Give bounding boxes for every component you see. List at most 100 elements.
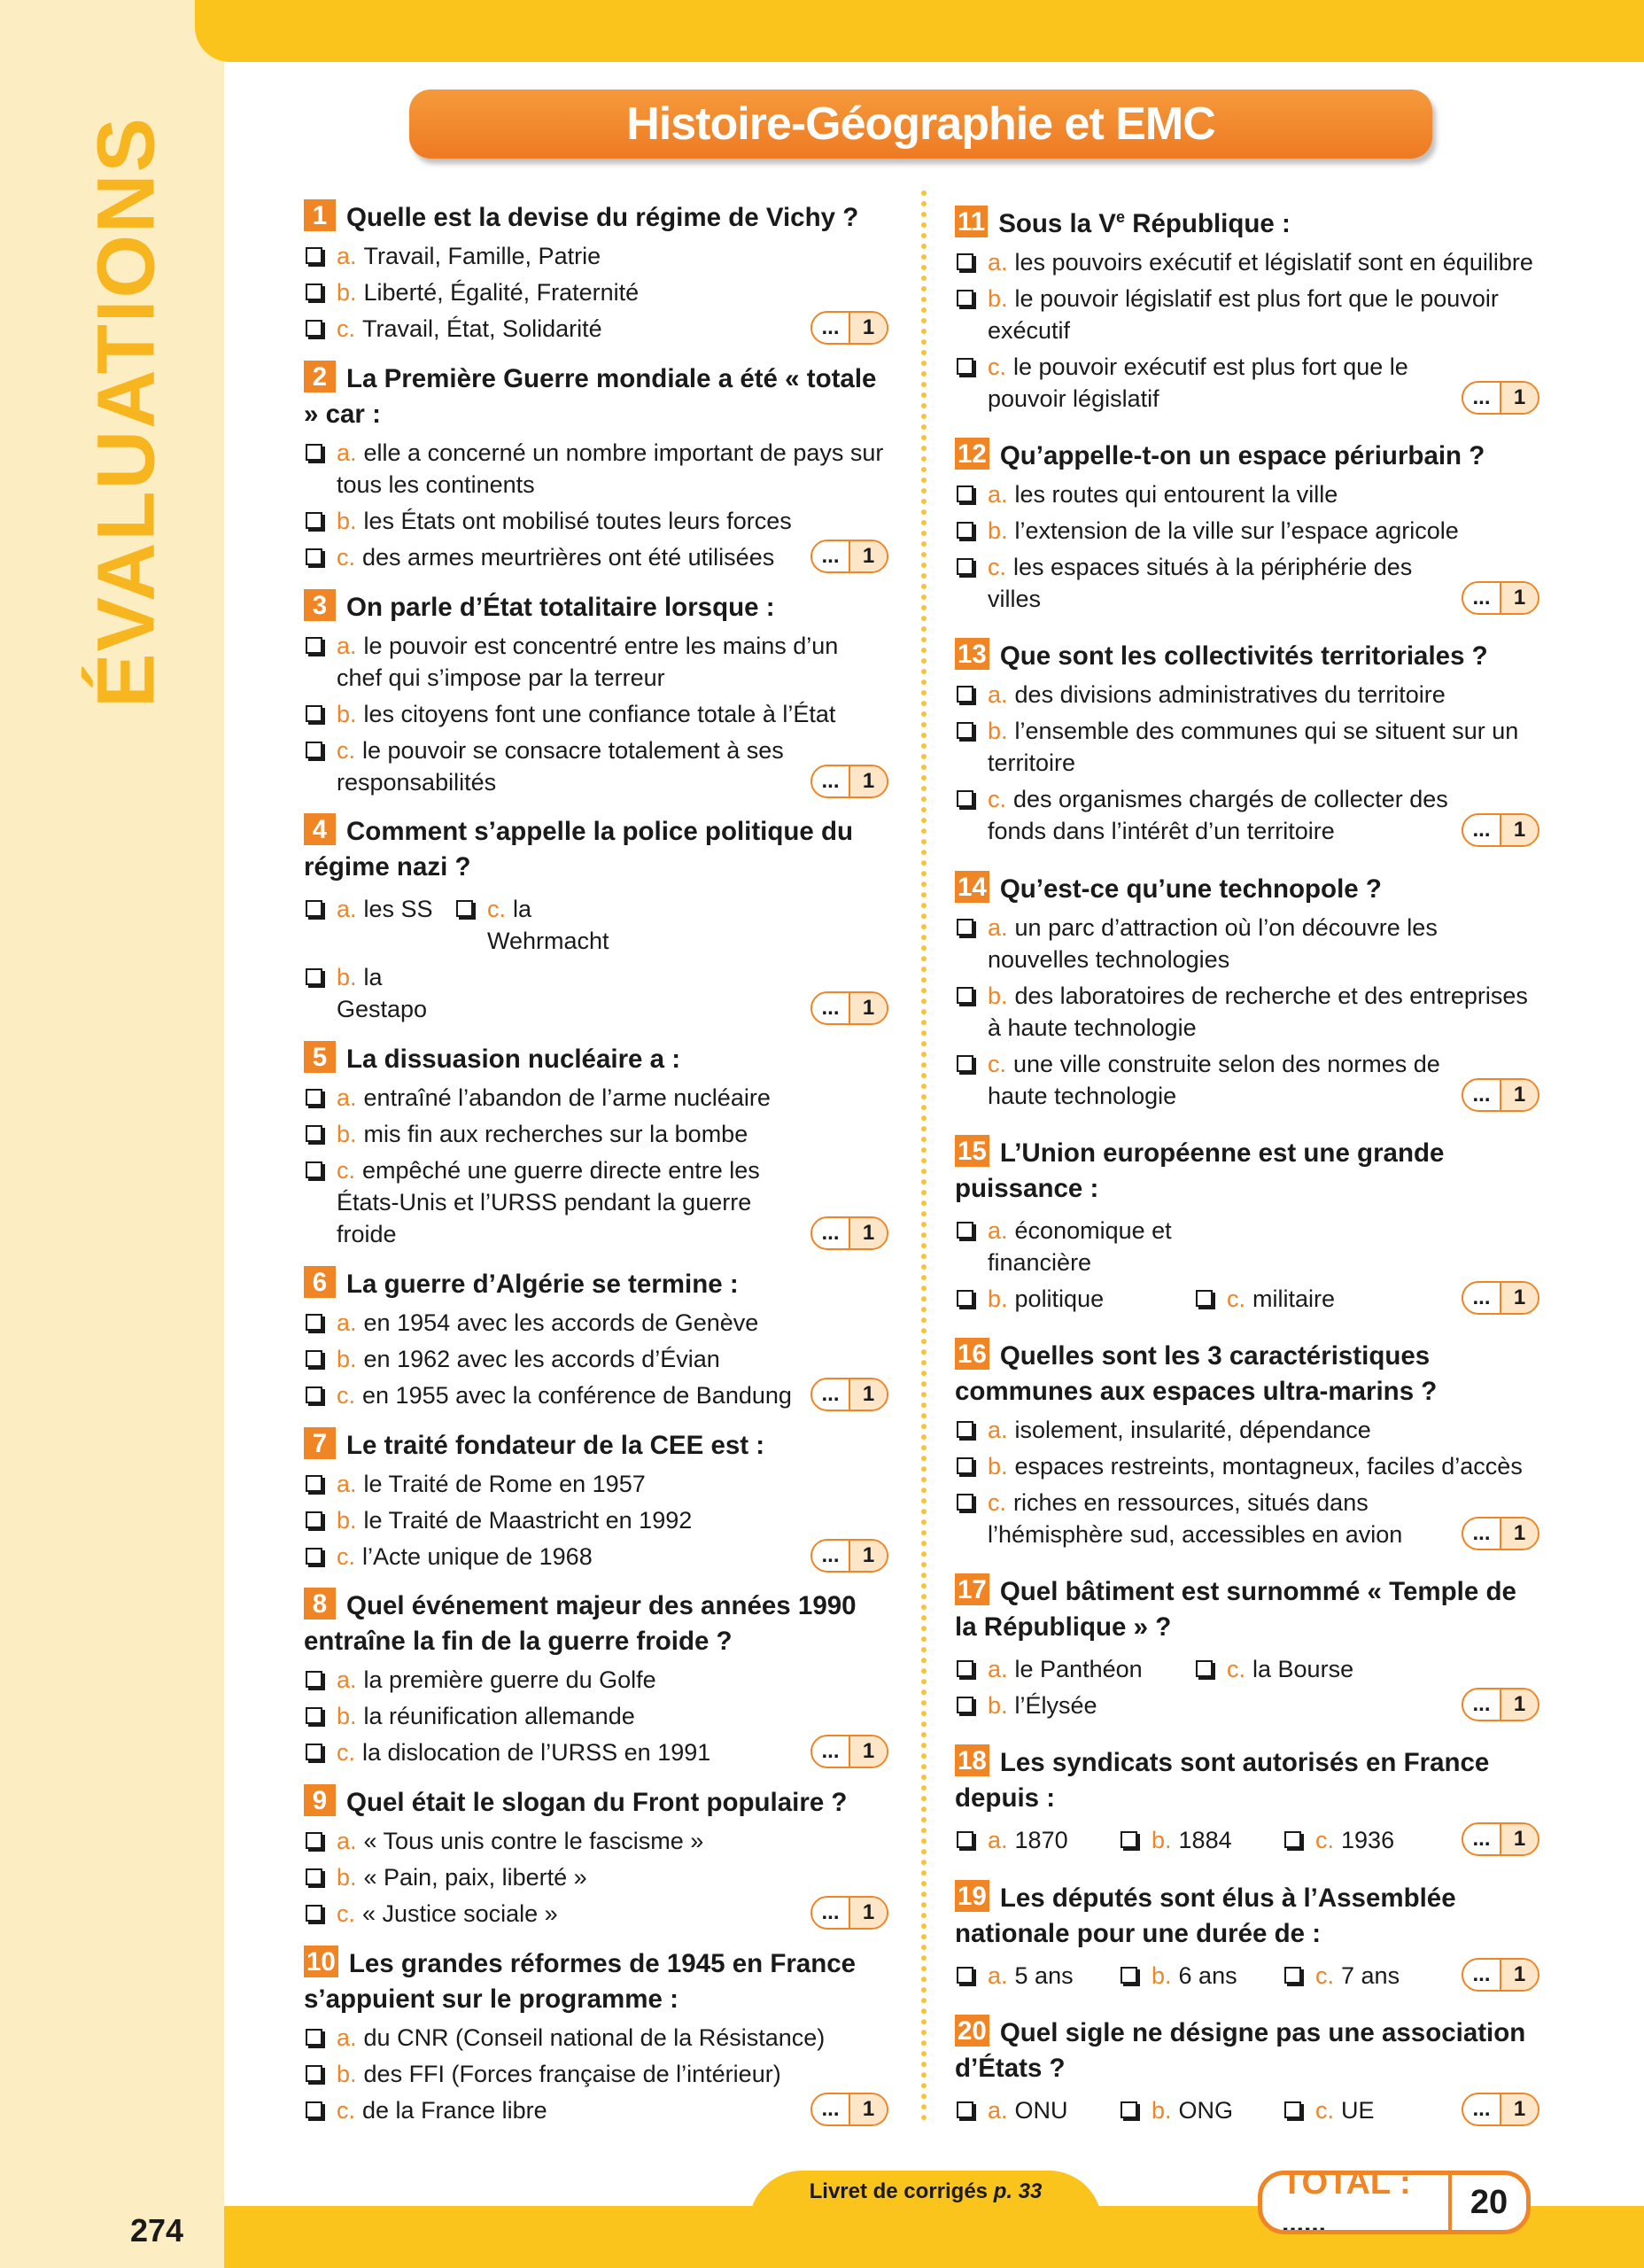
question-text: Sous la V [998, 208, 1116, 238]
score-points: 1 [849, 2093, 887, 2124]
option-text: les citoyens font une confiance totale à… [363, 700, 836, 727]
option-body: b. 1884 [1152, 1824, 1232, 1856]
question-heading: 20 Quel sigle ne désigne pas une associat… [955, 2014, 1539, 2086]
option-text: espaces restreints, montagneux, faciles … [1014, 1453, 1523, 1480]
checkbox [306, 320, 322, 337]
question: 2 La Première Guerre mondiale a été « tot… [304, 360, 888, 573]
option-letter: c. [337, 1542, 356, 1570]
option-body: a. ONU [988, 2094, 1068, 2126]
option-body: b. des laboratoires de recherche et des e… [988, 980, 1539, 1044]
option-text: mis fin aux recherches sur la bombe [363, 1121, 748, 1148]
option-letter: b. [988, 1285, 1008, 1312]
footer-text: Livret de corrigés [809, 2179, 994, 2203]
option: c. Travail, État, Solidarité [304, 313, 888, 345]
question-number: 5 [304, 1041, 336, 1074]
question-heading: 16 Quelles sont les 3 caractéristiques co… [955, 1338, 1539, 1410]
option: b. mis fin aux recherches sur la bombe [304, 1118, 888, 1150]
option-body: c. UE [1315, 2094, 1375, 2126]
option-letter: c. [337, 2096, 356, 2124]
option: b. l’Élysée [955, 1689, 1194, 1721]
question: 9 Quel était le slogan du Front populaire… [304, 1784, 888, 1930]
checkbox [306, 443, 322, 461]
question-text: La Première Guerre mondiale a été « tota… [304, 363, 877, 429]
option-body: b. l’extension de la ville sur l’espace a… [988, 515, 1459, 547]
option-text: en 1955 avec la conférence de Bandung [362, 1381, 792, 1409]
question-heading: 1 Quelle est la devise du régime de Vichy… [304, 199, 888, 236]
option-text: une ville construite selon des normes de… [988, 1050, 1440, 1109]
option-letter: a. [337, 243, 357, 269]
option-letter: a. [988, 1656, 1008, 1683]
option-letter: b. [988, 1453, 1008, 1480]
option: a. les SS [304, 893, 454, 957]
option-letter: b. [337, 964, 357, 991]
checkbox [957, 289, 973, 307]
score-box: ... 1 [1462, 380, 1539, 415]
option: a. économique et financière [955, 1215, 1194, 1278]
option-text: 1936 [1341, 1827, 1395, 1854]
option-body: a. le Panthéon [988, 1653, 1143, 1685]
option-text: des organismes chargés de collecter des … [988, 786, 1448, 845]
option-row: a. les SS c. la Wehrmacht [304, 889, 888, 957]
checkbox [306, 704, 322, 722]
score-box: ... 1 [810, 311, 888, 345]
option-letter: c. [988, 554, 1007, 581]
option-text: le Traité de Maastricht en 1992 [363, 1506, 693, 1534]
option-letter: b. [337, 1121, 357, 1148]
checkbox [957, 722, 973, 740]
option-body: b. la Gestapo [337, 961, 454, 1025]
total-value: 20 [1448, 2175, 1526, 2230]
checkbox [957, 522, 973, 540]
page-title: Histoire-Géographie et EMC [409, 89, 1432, 159]
option-letter: b. [988, 982, 1008, 1009]
total-blank: ...... [1282, 2209, 1327, 2234]
checkbox [957, 1289, 973, 1307]
question: 17 Quel bâtiment est surnommé « Temple de… [955, 1573, 1539, 1722]
score-blank: ... [1472, 1827, 1491, 1852]
option: c. la dislocation de l’URSS en 1991 [304, 1736, 888, 1768]
checkbox [306, 741, 322, 758]
checkbox [306, 284, 322, 300]
option-letter: c. [337, 1381, 356, 1409]
question: 16 Quelles sont les 3 caractéristiques co… [955, 1338, 1539, 1550]
option-text: le pouvoir exécutif est plus fort que le… [988, 353, 1408, 412]
option-body: a. du CNR (Conseil national de la Résista… [337, 2022, 825, 2054]
option-letter: c. [337, 315, 356, 342]
option-letter: c. [1227, 1285, 1246, 1312]
option-text: 7 ans [1341, 1961, 1400, 1989]
option-letter: a. [988, 1216, 1008, 1244]
option: c. des armes meurtrières ont été utilisée… [304, 541, 888, 573]
option: b. le Traité de Maastricht en 1992 [304, 1504, 888, 1536]
option-letter: b. [337, 700, 357, 727]
option-body: c. des armes meurtrières ont été utilisée… [337, 541, 774, 573]
checkbox [306, 1671, 322, 1689]
option-letter: b. [1152, 1961, 1172, 1989]
question-number: 18 [955, 1744, 989, 1777]
option: a. ONU [955, 2094, 1119, 2126]
question-number: 2 [304, 360, 336, 392]
score-blank: ... [1472, 818, 1491, 843]
checkbox [306, 1474, 322, 1492]
option-row: a. ONU b. ONG c. UE [955, 2090, 1539, 2126]
checkbox [306, 247, 322, 264]
option: b. « Pain, paix, liberté » [304, 1861, 888, 1893]
option-letter: a. [988, 1827, 1008, 1854]
option-text: des armes meurtrières ont été utilisées [362, 543, 775, 571]
option-body: c. des organismes chargés de collecter de… [988, 783, 1455, 847]
option: c. la Bourse [1194, 1653, 1433, 1685]
option: b. les États ont mobilisé toutes leurs fo… [304, 505, 888, 537]
question: 20 Quel sigle ne désigne pas une associat… [955, 2014, 1539, 2126]
checkbox [957, 558, 973, 576]
option: a. le Traité de Rome en 1957 [304, 1468, 888, 1500]
score-blank: ... [821, 768, 840, 793]
option-body: c. la Bourse [1227, 1653, 1353, 1685]
question-text: Quel était le slogan du Front populaire … [346, 1788, 848, 1818]
option-body: c. le pouvoir se consacre totalement à se… [337, 734, 804, 798]
option-text: économique et financière [988, 1216, 1172, 1276]
option-letter: b. [337, 1703, 357, 1730]
option: c. les espaces situés à la périphérie des… [955, 551, 1539, 615]
option-letter: a. [337, 2023, 357, 2051]
question: 1 Quelle est la devise du régime de Vichy… [304, 199, 888, 345]
option-body: a. elle a concerné un nombre important de… [337, 437, 888, 501]
checkbox [306, 1125, 322, 1143]
score-blank: ... [1472, 1961, 1491, 1986]
